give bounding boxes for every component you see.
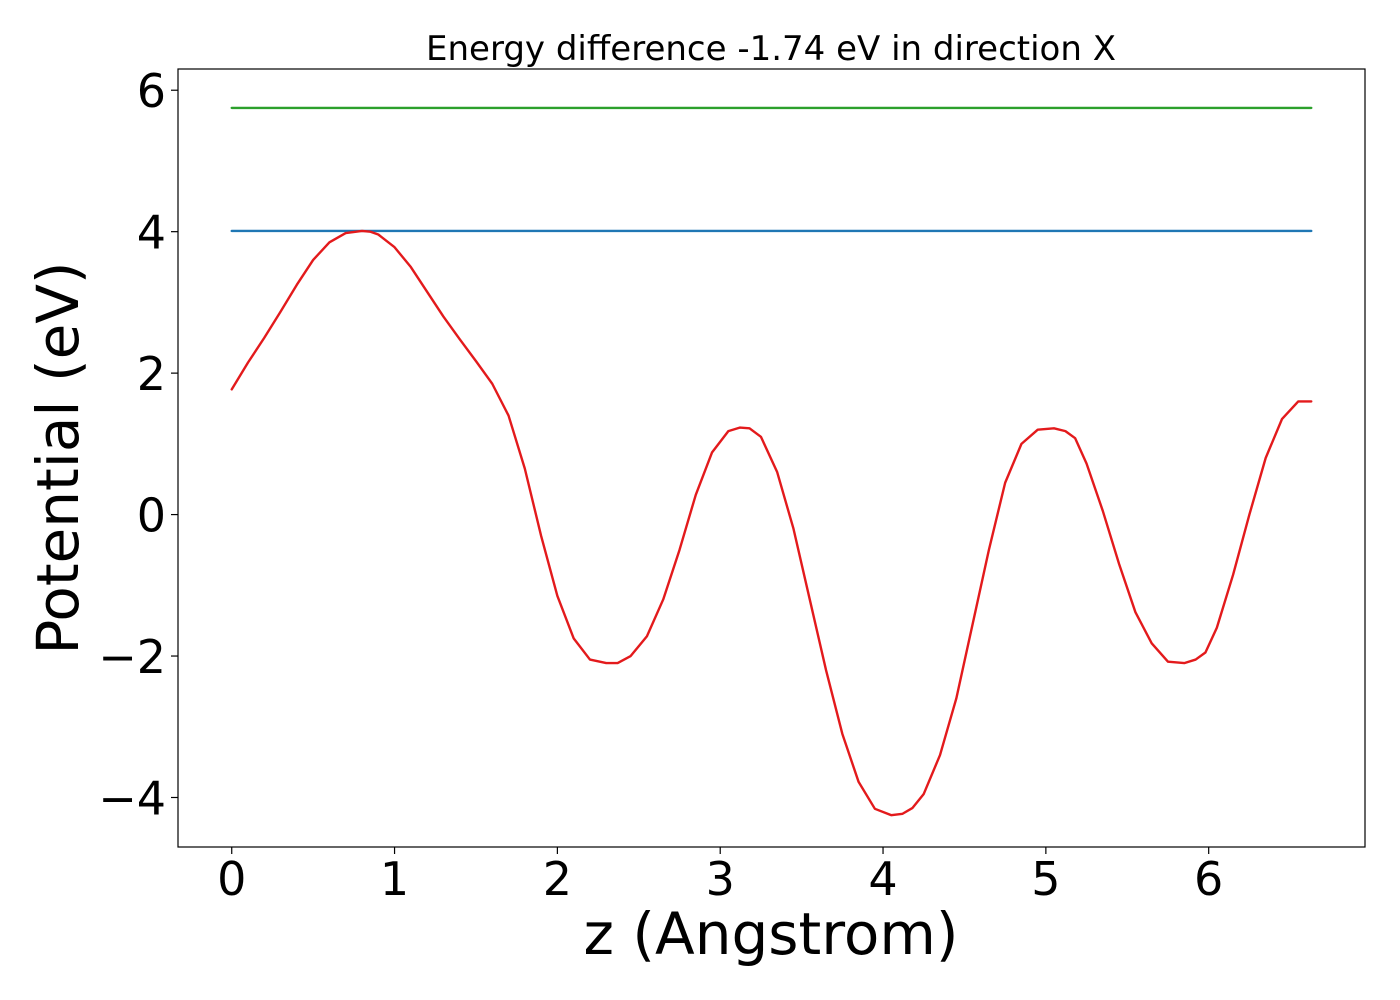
x-tick-label: 1 [380, 852, 409, 906]
x-tick-label: 0 [217, 852, 246, 906]
y-tick-label: 6 [137, 64, 166, 118]
x-tick-label: 3 [706, 852, 735, 906]
series-line-red [230, 229, 1313, 817]
x-tick-label: 2 [543, 852, 572, 906]
x-tick-label: 6 [1194, 852, 1223, 906]
y-tick-label: 4 [137, 206, 166, 260]
y-tick-label: 2 [137, 347, 166, 401]
y-ticks: 6 4 2 0 −2 −4 [98, 64, 178, 825]
x-tick-label: 5 [1031, 852, 1060, 906]
y-axis-label: Potential (eV) [24, 261, 92, 654]
x-axis-label: z (Angstrom) [584, 900, 959, 968]
y-tick-label: −4 [98, 771, 166, 825]
x-ticks: 0 1 2 3 4 5 6 [217, 847, 1223, 906]
plot-frame [177, 68, 1366, 848]
x-tick-label: 4 [868, 852, 897, 906]
y-tick-label: −2 [98, 630, 166, 684]
y-tick-label: 0 [137, 489, 166, 543]
chart-title: Energy difference -1.74 eV in direction … [426, 29, 1116, 69]
series-group [230, 106, 1313, 817]
